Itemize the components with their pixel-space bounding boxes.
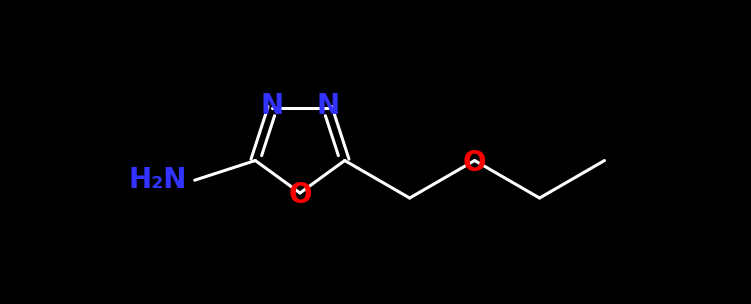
Text: O: O [288,181,312,209]
Text: O: O [463,149,487,177]
Text: H₂N: H₂N [128,166,187,194]
Text: N: N [261,92,284,120]
Text: N: N [316,92,339,120]
